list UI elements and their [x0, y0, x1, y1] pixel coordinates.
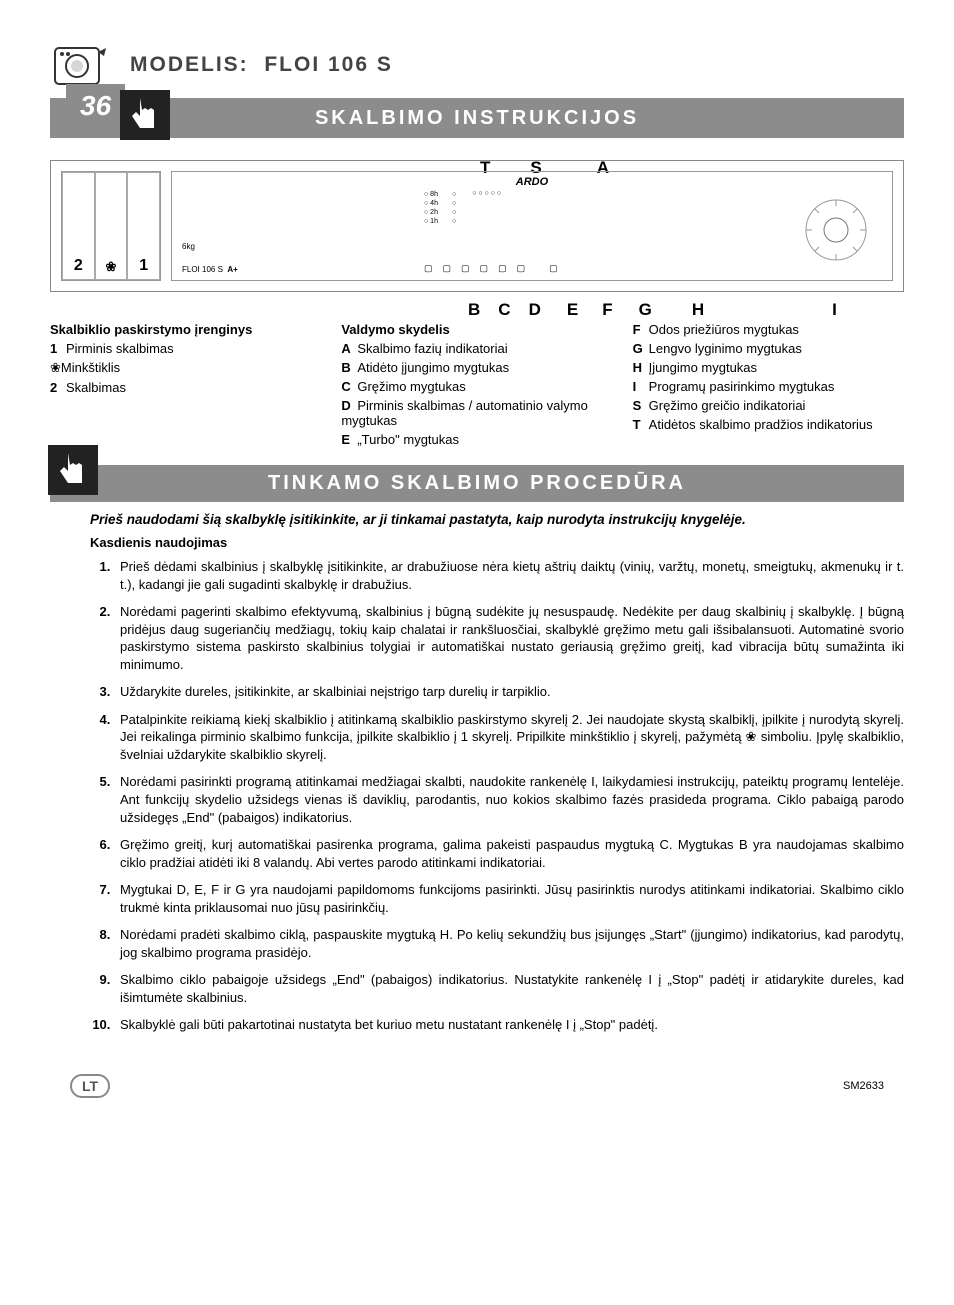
step-item: Uždarykite dureles, įsitikinkite, ar ska… — [114, 683, 904, 701]
program-dial — [798, 192, 874, 270]
legend-item: CGręžimo mygtukas — [341, 379, 612, 394]
legend-item: ❀Minkštiklis — [50, 360, 321, 376]
button-row: ▢ ▢ ▢ ▢ ▢ ▢ ▢ — [424, 263, 558, 274]
flower-icon: ❀ — [50, 360, 61, 375]
legend-item: 1Pirminis skalbimas — [50, 341, 321, 356]
indicator-col-S: ○○○○ — [452, 190, 456, 226]
button-G: ▢ — [517, 263, 526, 274]
hand-pointer-icon — [48, 445, 98, 495]
step-item: Skalbimo ciklo pabaigoje užsidegs „End" … — [114, 971, 904, 1006]
legend-col-3: FOdos priežiūros mygtukas GLengvo lygini… — [633, 322, 904, 451]
legend-item: GLengvo lyginimo mygtukas — [633, 341, 904, 356]
legend-col-1: Skalbiklio paskirstymo įrenginys 1Pirmin… — [50, 322, 321, 451]
legend-item: SGręžimo greičio indikatoriai — [633, 398, 904, 413]
button-F: ▢ — [498, 263, 507, 274]
legend-item: BAtidėto įjungimo mygtukas — [341, 360, 612, 375]
step-item: Gręžimo greitį, kurį automatiškai pasire… — [114, 836, 904, 871]
button-E: ▢ — [480, 263, 489, 274]
label-D: D — [529, 300, 541, 320]
dispenser-slot-softener: ❀ — [95, 172, 128, 280]
button-D: ▢ — [461, 263, 470, 274]
dispenser-slot-2: 2 — [62, 172, 95, 280]
page-number: 36 — [66, 84, 125, 128]
label-H: H — [692, 300, 704, 320]
step-item: Prieš dėdami skalbinius į skalbyklę įsit… — [114, 558, 904, 593]
detergent-dispenser: 2 ❀ 1 — [61, 171, 161, 281]
energy-label: A+ — [227, 265, 237, 274]
steps-list: Prieš dėdami skalbinius į skalbyklę įsit… — [90, 558, 904, 1034]
legend-item: 2Skalbimas — [50, 380, 321, 395]
panel-model-code: FLOI 106 S — [182, 265, 223, 274]
legend-item: DPirminis skalbimas / automatinio valymo… — [341, 398, 612, 428]
legend-col-2: Valdymo skydelis ASkalbimo fazių indikat… — [341, 322, 612, 451]
control-panel: ARDO 6kg FLOI 106 S A+ ○ 8h○ 4h○ 2h○ 1h … — [171, 171, 893, 281]
model-label: MODELIS: — [130, 53, 249, 76]
step-item: Norėdami pradėti skalbimo ciklą, paspaus… — [114, 926, 904, 961]
step-item: Mygtukai D, E, F ir G yra naudojami papi… — [114, 881, 904, 916]
panel-diagram: T S A 2 ❀ 1 ARDO 6kg FLOI 106 S A+ ○ 8h○… — [50, 160, 904, 292]
button-C: ▢ — [443, 263, 452, 274]
label-C: C — [498, 300, 510, 320]
subtitle: Kasdienis naudojimas — [90, 535, 904, 550]
page-footer: LT SM2633 — [50, 1074, 904, 1098]
brand-label: ARDO — [180, 176, 884, 188]
legend: Skalbiklio paskirstymo įrenginys 1Pirmin… — [50, 322, 904, 451]
hand-pointer-icon — [120, 90, 170, 140]
step-item: Skalbyklė gali būti pakartotinai nustaty… — [114, 1016, 904, 1034]
label-I: I — [832, 300, 837, 320]
legend-item: ASkalbimo fazių indikatoriai — [341, 341, 612, 356]
legend-item: HĮjungimo mygtukas — [633, 360, 904, 375]
section2-title: TINKAMO SKALBIMO PROCEDŪRA — [268, 472, 686, 494]
intro-text: Prieš naudodami šią skalbyklę įsitikinki… — [90, 512, 904, 527]
dispenser-slot-1: 1 — [127, 172, 160, 280]
section-banner-2: TINKAMO SKALBIMO PROCEDŪRA — [50, 465, 904, 502]
step-item: Patalpinkite reikiamą kiekį skalbiklio į… — [114, 711, 904, 764]
label-F: F — [602, 300, 612, 320]
label-E: E — [567, 300, 578, 320]
indicator-col-T: ○ 8h○ 4h○ 2h○ 1h — [424, 190, 438, 226]
legend-item: TAtidėtos skalbimo pradžios indikatorius — [633, 417, 904, 432]
legend-item: IProgramų pasirinkimo mygtukas — [633, 379, 904, 394]
button-H: ▢ — [549, 263, 558, 274]
header: MODELIS: FLOI 106 S — [50, 40, 904, 90]
washing-machine-icon — [50, 40, 110, 90]
legend-col2-title: Valdymo skydelis — [341, 322, 612, 337]
panel-bottom-labels: B C D E F G H I — [468, 300, 837, 320]
legend-item: E„Turbo" mygtukas — [341, 432, 612, 447]
label-B: B — [468, 300, 480, 320]
document-code: SM2633 — [843, 1080, 884, 1092]
section1-title: SKALBIMO INSTRUKCIJOS — [315, 107, 639, 130]
label-G: G — [639, 300, 652, 320]
legend-col1-title: Skalbiklio paskirstymo įrenginys — [50, 322, 321, 337]
section-banner-1: 36 SKALBIMO INSTRUKCIJOS — [50, 98, 904, 138]
language-badge: LT — [70, 1074, 110, 1098]
indicator-col-A: ○ ○ ○ ○ ○ — [472, 190, 501, 226]
legend-item: FOdos priežiūros mygtukas — [633, 322, 904, 337]
step-item: Norėdami pagerinti skalbimo efektyvumą, … — [114, 603, 904, 673]
model-title: MODELIS: FLOI 106 S — [130, 53, 393, 77]
model-name: FLOI 106 S — [264, 53, 393, 76]
capacity-label: 6kg — [182, 242, 238, 251]
step-item: Norėdami pasirinkti programą atitinkamai… — [114, 773, 904, 826]
button-B: ▢ — [424, 263, 433, 274]
